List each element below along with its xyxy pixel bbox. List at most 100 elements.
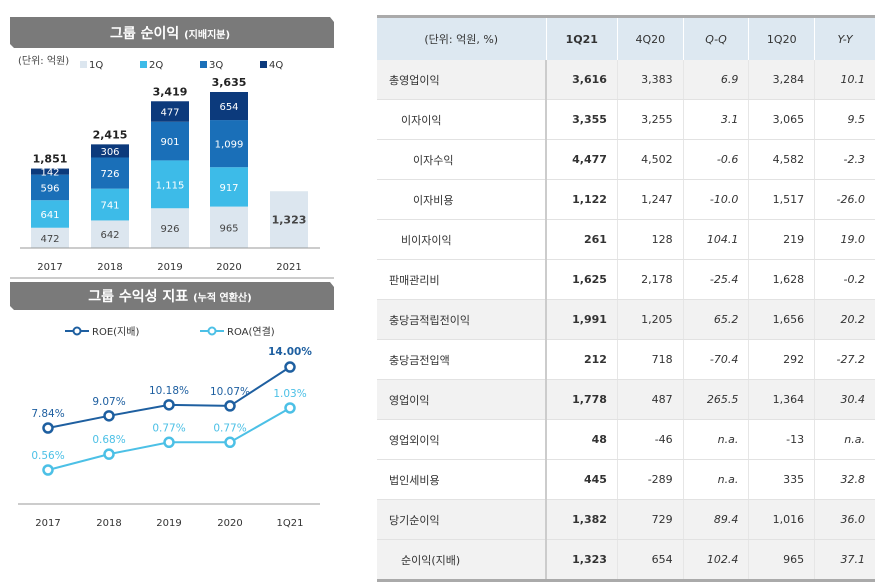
table-cell: 3,383 — [616, 60, 684, 100]
data-point — [224, 436, 236, 449]
line-chart-subtitle: (누적 연환산) — [193, 291, 252, 304]
table-cell: 48 — [546, 419, 618, 460]
bar-value-label: 142 — [40, 168, 59, 179]
table-cell: 37.1 — [814, 539, 875, 582]
legend-marker — [207, 326, 217, 336]
bar-2017-1Q — [31, 227, 69, 248]
line-roe — [47, 366, 291, 429]
bar-2019-2Q — [151, 160, 189, 209]
line-chart-legend: ROE(지배) ROA(연결) — [65, 326, 275, 338]
table-cell: 729 — [616, 499, 684, 540]
table-cell: 10.1 — [814, 60, 875, 100]
table-cell: -26.0 — [814, 179, 875, 220]
data-label: 9.07% — [92, 396, 125, 408]
bar-value-label: 741 — [100, 201, 119, 212]
table-row: 당기순이익 1,382 729 89.4 1,016 36.0 — [377, 499, 875, 540]
bar-2019-1Q — [151, 208, 189, 248]
table-cell: 2,178 — [616, 259, 684, 300]
table-cell: -70.4 — [682, 339, 749, 380]
data-point — [103, 410, 115, 422]
table-cell: 30.4 — [814, 379, 875, 420]
bar-2017-2Q — [31, 200, 69, 228]
table-cell: 1,991 — [546, 299, 618, 340]
bar-value-label: 1,099 — [215, 140, 244, 151]
table-cell: 4,477 — [546, 139, 618, 180]
row-label: 법인세비용 — [377, 459, 547, 500]
table-cell: 3,355 — [546, 99, 618, 140]
row-label: 이자이익 — [377, 99, 547, 140]
table-cell: 1,364 — [748, 379, 815, 420]
legend-label-4Q: 4Q — [269, 60, 283, 71]
table-cell: 1,517 — [748, 179, 815, 220]
legend-swatch-1Q — [80, 61, 87, 68]
data-label: 7.84% — [31, 408, 64, 420]
data-point — [42, 464, 54, 476]
table-cell: 718 — [616, 339, 684, 380]
bar-2018-2Q — [91, 188, 129, 221]
table-cell: -27.2 — [814, 339, 875, 380]
bar-total-label: 3,419 — [153, 85, 188, 98]
bar-2017-4Q — [31, 168, 69, 175]
line-chart-title: 그룹 수익성 지표 — [88, 288, 188, 305]
x-tick-label: 2017 — [37, 262, 62, 273]
bar-2020-2Q — [210, 167, 248, 207]
table-cell: 6.9 — [682, 60, 749, 100]
table-cell: 32.8 — [814, 459, 875, 500]
table-cell: 36.0 — [814, 499, 875, 540]
table-cell: 19.0 — [814, 219, 875, 260]
legend-marker — [72, 326, 82, 336]
table-cell: 128 — [616, 219, 684, 260]
legend-label-3Q: 3Q — [209, 60, 223, 71]
table-cell: 212 — [546, 339, 618, 380]
table-cell: -0.2 — [814, 259, 875, 300]
table-cell: -2.3 — [814, 139, 875, 180]
bar-2020-1Q — [210, 206, 248, 248]
row-label: 충당금적립전이익 — [377, 299, 547, 340]
legend-label: ROA(연결) — [227, 326, 275, 338]
bar-2021-1Q — [270, 191, 308, 248]
table-cell: 4,502 — [616, 139, 684, 180]
table-cell: 1,016 — [748, 499, 815, 540]
table-cell: 4,582 — [748, 139, 815, 180]
column-header: Y-Y — [814, 15, 875, 60]
legend-label-1Q: 1Q — [89, 60, 103, 71]
table-cell: -0.6 — [682, 139, 749, 180]
legend-swatch-4Q — [260, 61, 267, 68]
table-cell: 1,382 — [546, 499, 618, 540]
table-cell: -13 — [748, 419, 815, 460]
table-row: 영업외이익 48 -46 n.a. -13 n.a. — [377, 419, 875, 460]
row-label: 판매관리비 — [377, 259, 547, 300]
data-point — [284, 402, 296, 414]
table-cell: 1,628 — [748, 259, 815, 300]
row-label: 영업외이익 — [377, 419, 547, 460]
bar-2018-4Q — [91, 144, 129, 158]
table-cell: n.a. — [682, 459, 749, 500]
legend-swatch-2Q — [140, 61, 147, 68]
bar-total-label: 2,415 — [93, 128, 128, 141]
bar-2017-3Q — [31, 174, 69, 201]
data-label: 0.68% — [92, 434, 125, 446]
row-label: 순이익(지배) — [377, 539, 547, 582]
bar-value-label: 1,323 — [272, 214, 307, 227]
bar-value-label: 477 — [160, 108, 179, 119]
data-point — [284, 361, 296, 373]
table-row: 총영업이익 3,616 3,383 6.9 3,284 10.1 — [377, 60, 875, 100]
bar-2018-3Q — [91, 157, 129, 189]
x-tick-label: 2017 — [35, 518, 60, 529]
bar-chart-legend: 1Q 2Q 3Q 4Q — [80, 60, 283, 71]
bar-chart-title-bar — [10, 17, 334, 48]
table-row: 영업이익 1,778 487 265.5 1,364 30.4 — [377, 379, 875, 420]
data-point — [103, 448, 115, 460]
row-label: 충당금전입액 — [377, 339, 547, 380]
x-tick-label: 2018 — [96, 518, 121, 529]
row-label: 총영업이익 — [377, 60, 547, 100]
table-cell: 65.2 — [682, 299, 749, 340]
table-cell: 102.4 — [682, 539, 749, 582]
table-cell: n.a. — [814, 419, 875, 460]
data-label: 0.77% — [152, 422, 185, 434]
data-point — [163, 436, 175, 449]
table-cell: -10.0 — [682, 179, 749, 220]
x-tick-label: 2020 — [216, 262, 241, 273]
svg-text:그룹 순이익 (지배지분): 그룹 순이익 (지배지분) — [110, 25, 230, 42]
column-header: 4Q20 — [616, 15, 684, 60]
